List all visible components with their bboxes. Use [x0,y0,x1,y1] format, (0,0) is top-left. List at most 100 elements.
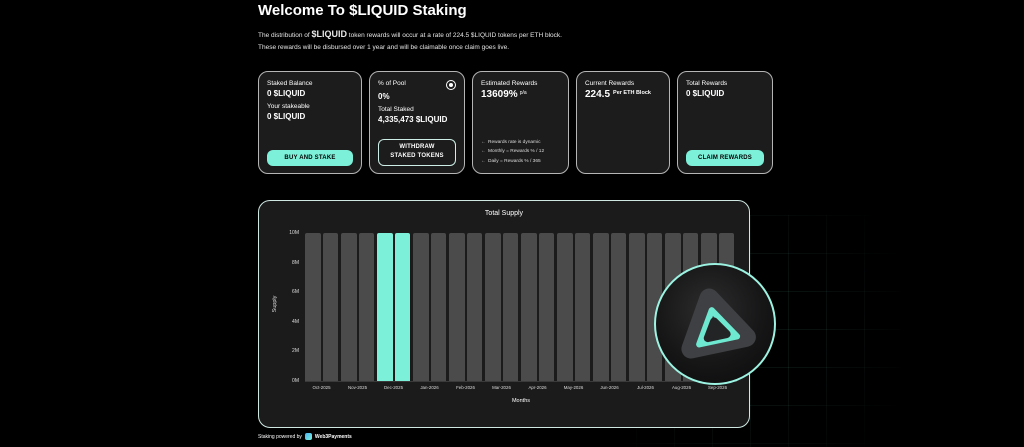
powered-by-text: Staking powered by [258,433,302,440]
bar-group [521,233,554,381]
bar-group [305,233,338,381]
y-tick-label: 10M [289,230,299,236]
estimated-rewards-value: 13609% [481,89,518,100]
x-tick-label: Jan-2026 [420,385,439,390]
supply-bar [322,233,338,381]
chart-title: Total Supply [484,210,524,217]
page-title: Welcome To $LIQUID Staking [258,2,467,19]
liquid-triangle-icon [681,288,756,359]
x-tick-label: Jul-2026 [637,385,654,390]
rewards-note-text: Rewards rate is dynamic [488,139,541,145]
estimated-rewards-unit: p/a [519,90,527,96]
x-tick-label: Jun-2026 [600,385,619,390]
x-tick-label: Aug-2026 [671,385,692,390]
buy-and-stake-button[interactable]: BUY AND STAKE [267,150,353,166]
x-tick-label: Feb-2026 [456,385,475,390]
supply-bar [449,233,465,381]
y-tick-label: 6M [292,289,299,296]
bar-group [485,233,518,381]
pool-value: 0% [378,92,390,101]
stakeable-label: Your stakeable [267,103,310,110]
supply-bar [557,233,573,381]
total-rewards-label: Total Rewards [686,80,728,87]
y-tick-label: 2M [292,348,299,355]
supply-bar [413,233,429,381]
x-tick-label: Nov-2025 [347,385,368,390]
liquid-logo [654,263,776,385]
staked-balance-value: 0 $LIQUID [267,89,306,98]
bar-group [413,233,446,381]
supply-bar [430,233,446,381]
y-tick-label: 0M [292,378,299,384]
arrow-icon: ← [481,138,486,145]
y-tick-label: 4M [292,318,299,325]
supply-bar [466,233,482,381]
supply-bar [629,233,645,381]
supply-bar [377,233,393,381]
subtitle-text: The distribution of [258,32,312,39]
pool-card: % of Pool 0% Total Staked 4,335,473 $LIQ… [369,71,465,174]
supply-bar [574,233,590,381]
x-axis-label: Months [511,398,531,404]
withdraw-button-line2: STAKED TOKENS [390,153,444,160]
supply-bar [305,233,321,381]
claim-rewards-button[interactable]: CLAIM REWARDS [686,150,764,166]
supply-bar [485,233,501,381]
total-staked-value: 4,335,473 $LIQUID [378,115,448,124]
footer: Staking powered by Web3Payments [258,433,352,440]
supply-bar [593,233,609,381]
current-rewards-unit: Per ETH Block [613,90,651,96]
x-tick-label: Apr-2026 [528,385,547,390]
current-rewards-value: 224.5 [585,89,611,100]
x-labels: Oct-2025 Nov-2025 Dec-2025 Jan-2026 Feb-2026… [305,385,737,390]
token-name: $LIQUID [311,29,347,39]
supply-bar [610,233,626,381]
supply-bar [394,233,410,381]
x-tick-label: Mar-2026 [492,385,511,390]
rewards-notes: ← Rewards rate is dynamic ← Monthly = Rewa… [481,138,560,167]
supply-bar [341,233,357,381]
supply-bar [358,233,374,381]
subtitle-text: token rewards will occur at a rate of 22… [347,32,562,39]
web3payments-logo-icon [304,433,312,440]
withdraw-staked-tokens-button[interactable]: WITHDRAW STAKED TOKENS [378,138,456,166]
x-tick-label: May-2026 [563,385,584,390]
current-rewards-label: Current Rewards [585,80,635,87]
total-rewards-card: Total Rewards 0 $LIQUID CLAIM REWARDS [677,71,773,174]
refresh-target-icon[interactable] [446,80,456,90]
staked-balance-label: Staked Balance [267,80,313,87]
estimated-rewards-card: Estimated Rewards 13609% p/a ← Rewards ra… [472,71,569,174]
staked-balance-card: Staked Balance 0 $LIQUID Your stakeable … [258,71,362,174]
y-tick-label: 8M [292,259,299,266]
web3payments-brand-link[interactable]: Web3Payments [314,433,352,440]
arrow-icon: ← [481,148,486,154]
bar-group [449,233,482,381]
y-axis-label: Supply [272,295,278,313]
estimated-rewards-label: Estimated Rewards [481,80,538,87]
total-rewards-value: 0 $LIQUID [686,89,725,98]
bar-group [377,233,410,381]
supply-bar [502,233,518,381]
x-tick-label: Sep-2026 [707,385,728,390]
pool-label: % of Pool [378,80,406,87]
arrow-icon: ← [481,157,486,164]
y-ticks: 0M 2M 4M 6M 8M 10M [281,230,299,384]
rewards-note-text: Daily = Rewards % / 365 [488,158,541,164]
supply-bar [538,233,554,381]
total-staked-label: Total Staked [378,106,414,113]
subtitle-line2: These rewards will be disbursed over 1 y… [258,44,510,52]
bar-group [593,233,626,381]
current-rewards-card: Current Rewards 224.5 Per ETH Block [576,71,670,174]
bar-group [341,233,374,381]
stakeable-value: 0 $LIQUID [267,112,306,121]
supply-bar [521,233,537,381]
rewards-note-text: Monthly = Rewards % / 12 [488,149,545,154]
withdraw-button-line1: WITHDRAW [399,143,435,150]
rewards-note: ← Daily = Rewards % / 365 [481,157,560,167]
bar-group [557,233,590,381]
stat-cards-row: Staked Balance 0 $LIQUID Your stakeable … [258,71,773,174]
page-subtitle: The distribution of $LIQUID token reward… [258,26,588,54]
rewards-note: ← Monthly = Rewards % / 12 [481,147,560,157]
rewards-note: ← Rewards rate is dynamic [481,138,560,148]
